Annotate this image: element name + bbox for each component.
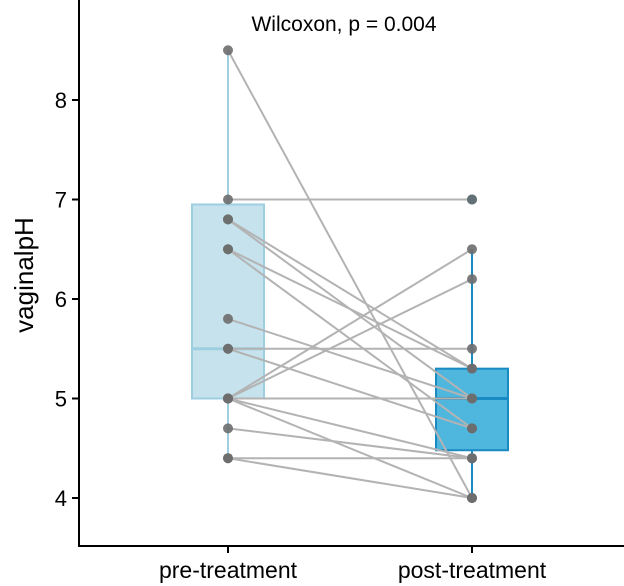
- data-point-post-9: [467, 244, 477, 255]
- pair-line-10: [227, 278, 473, 400]
- pair-line-2: [227, 218, 473, 370]
- pair-line-8: [227, 347, 473, 430]
- y-tick-label-7: 7: [55, 188, 67, 213]
- data-point-post-7: [467, 343, 477, 354]
- pair-line-13: [227, 397, 473, 499]
- data-point-post-15: [467, 453, 477, 464]
- points-layer: [223, 45, 477, 503]
- data-point-pre-3: [223, 214, 233, 225]
- test-annotation: Wilcoxon, p = 0.004: [251, 13, 436, 36]
- y-tick-label-8: 8: [55, 88, 67, 113]
- y-tick-label-5: 5: [55, 387, 67, 412]
- data-point-post-11: [467, 393, 477, 404]
- data-point-post-4: [467, 363, 477, 374]
- data-point-pre-13: [223, 393, 233, 404]
- pair-line-6: [227, 317, 473, 400]
- pair-line-16: [227, 457, 473, 499]
- data-point-pre-14: [223, 423, 233, 434]
- data-point-pre-6: [223, 313, 233, 324]
- data-point-pre-1: [223, 194, 233, 205]
- data-point-post-10: [467, 274, 477, 285]
- pair-line-0: [227, 49, 473, 499]
- x-category-label-pre-treatment: pre-treatment: [159, 557, 298, 583]
- data-point-pre-16: [223, 453, 233, 464]
- pair-lines-layer: [227, 49, 473, 499]
- data-point-post-16: [467, 493, 477, 503]
- pair-line-9: [227, 248, 473, 400]
- y-axis-label: vaginalpH: [9, 217, 39, 333]
- data-point-pre-8: [223, 343, 233, 354]
- data-point-post-8: [467, 423, 477, 434]
- pair-line-14: [227, 427, 473, 460]
- x-category-label-post-treatment: post-treatment: [398, 557, 547, 583]
- axes-layer: 4 5 6 7 8: [55, 0, 624, 553]
- y-tick-label-4: 4: [55, 486, 67, 511]
- pair-line-12: [227, 397, 473, 460]
- data-point-pre-5: [223, 244, 233, 255]
- data-point-post-1: [467, 194, 477, 205]
- y-tick-label-6: 6: [55, 287, 67, 312]
- box-pre-treatment: [191, 203, 265, 400]
- data-point-pre-0: [223, 45, 233, 56]
- box-post-treatment: [435, 367, 509, 452]
